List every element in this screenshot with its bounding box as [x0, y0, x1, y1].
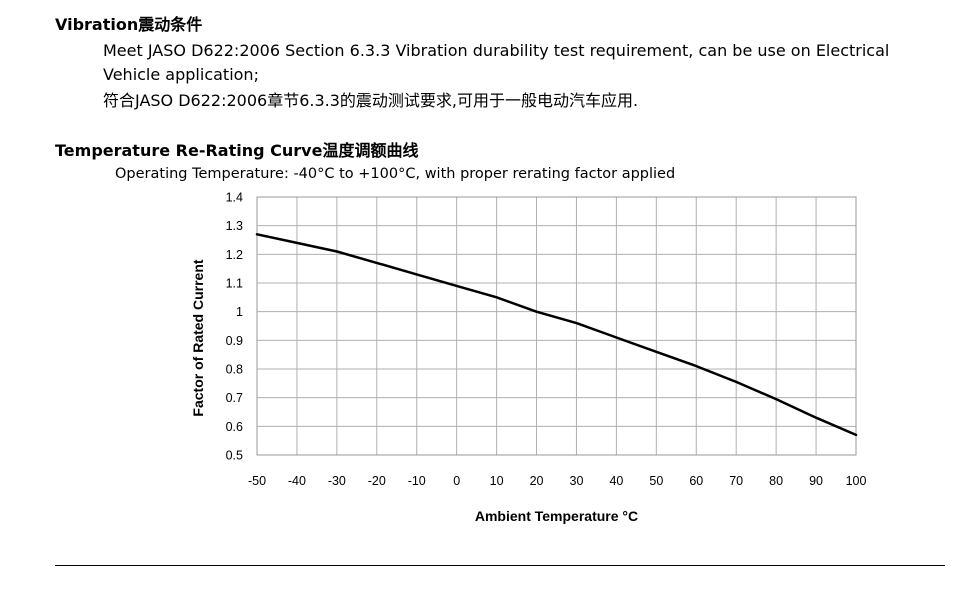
x-tick-label: 20 — [530, 474, 544, 488]
y-tick-label: 1.4 — [226, 191, 243, 205]
x-tick-label: 80 — [769, 474, 783, 488]
y-axis-title: Factor of Rated Current — [190, 259, 206, 416]
x-tick-label: 50 — [649, 474, 663, 488]
x-tick-label: -30 — [328, 474, 346, 488]
x-tick-label: 0 — [453, 474, 460, 488]
x-tick-label: 100 — [846, 474, 867, 488]
y-tick-label: 0.7 — [226, 391, 243, 405]
bottom-divider — [55, 565, 945, 566]
y-tick-label: 0.9 — [226, 334, 243, 348]
x-tick-label: -50 — [248, 474, 266, 488]
x-tick-label: 40 — [609, 474, 623, 488]
y-tick-label: 1.1 — [226, 277, 243, 291]
y-tick-label: 0.5 — [226, 449, 243, 463]
x-axis-title: Ambient Temperature °C — [475, 508, 638, 524]
x-tick-label: 70 — [729, 474, 743, 488]
x-tick-label: 10 — [490, 474, 504, 488]
vibration-heading: Vibration震动条件 — [55, 15, 203, 34]
derating-curve-line — [255, 233, 858, 437]
chart-grid — [256, 196, 857, 456]
x-tick-label: 30 — [570, 474, 584, 488]
y-tick-label: 1 — [236, 305, 243, 319]
x-tick-label: 90 — [809, 474, 823, 488]
vibration-text-line-2: Vehicle application; — [103, 65, 259, 84]
x-axis-ticks: -50 -40 -30 -20 -10 0 10 20 30 40 50 60 70 80 90 100 — [248, 474, 867, 488]
derating-heading: Temperature Re-Rating Curve温度调额曲线 — [55, 141, 419, 160]
y-axis-ticks: 0.5 0.6 0.7 0.8 0.9 1 1.1 1.2 1.3 1.4 — [226, 191, 243, 463]
x-tick-label: -10 — [408, 474, 426, 488]
y-tick-label: 1.2 — [226, 248, 243, 262]
plot-area-border — [256, 196, 857, 456]
x-tick-label: -40 — [288, 474, 306, 488]
derating-chart: 0.5 0.6 0.7 0.8 0.9 1 1.1 1.2 1.3 1.4 -50 -40 -30 -2… — [190, 191, 867, 525]
x-tick-label: 60 — [689, 474, 703, 488]
operating-temperature-note: Operating Temperature: -40°C to +100°C, … — [115, 166, 676, 182]
y-tick-label: 0.6 — [226, 420, 243, 434]
y-tick-label: 0.8 — [226, 363, 243, 377]
vibration-text-line-3: 符合JASO D622:2006章节6.3.3的震动测试要求,可用于一般电动汽车… — [103, 91, 639, 110]
x-tick-label: -20 — [368, 474, 386, 488]
vibration-text-line-1: Meet JASO D622:2006 Section 6.3.3 Vibrat… — [103, 41, 890, 60]
y-tick-label: 1.3 — [226, 219, 243, 233]
